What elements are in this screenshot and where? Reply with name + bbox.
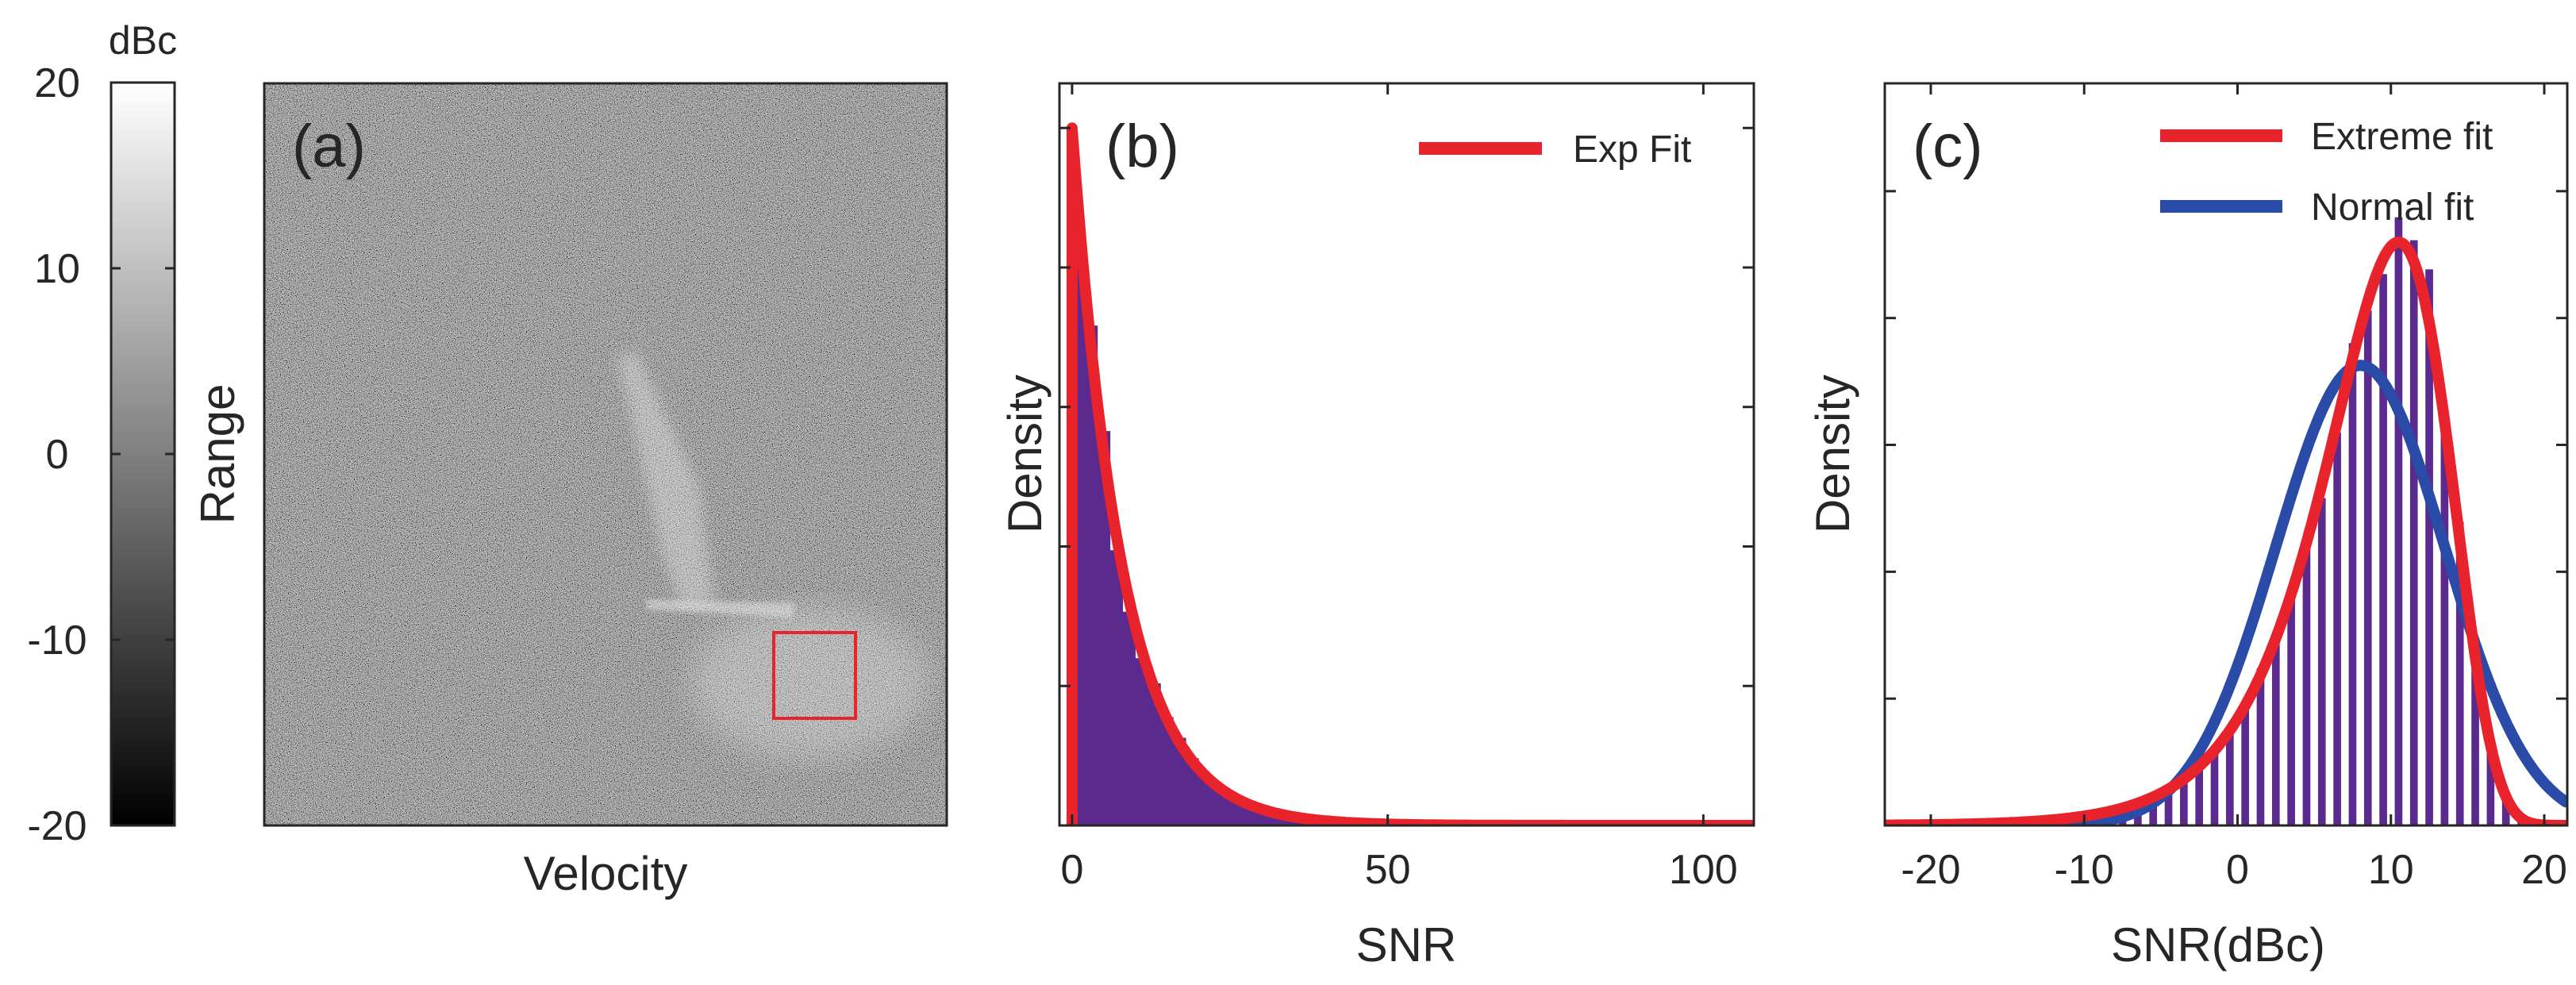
panel-a-label: (a)	[292, 113, 366, 180]
panel-b: 0 50 100 (b) SNR Density Exp Fit	[998, 82, 1755, 972]
histogram-bar	[1186, 758, 1199, 825]
colorbar-tick-label: -20	[27, 803, 87, 849]
panel-b-exp-fit-curve	[1066, 122, 1754, 825]
histogram-bar	[2455, 521, 2464, 825]
panel-b-frame	[1058, 82, 1755, 827]
x-tick-label: 0	[1060, 847, 1083, 893]
histogram-bar	[2149, 797, 2158, 825]
panel-b-ylabel: Density	[998, 375, 1052, 533]
panel-a: (a) Velocity Range	[191, 82, 948, 900]
histogram-bar	[2409, 240, 2418, 825]
panel-c: -20 -10 0 10 20 (c) SNR(dBc) Density Extreme…	[1806, 82, 2569, 972]
histogram-bar	[2287, 595, 2295, 825]
histogram-bar	[2256, 668, 2265, 825]
colorbar-unit-label: dBc	[109, 18, 177, 63]
panel-c-ylabel: Density	[1806, 375, 1859, 533]
histogram-bar	[2164, 787, 2173, 825]
legend-label-extreme-fit: Extreme fit	[2311, 116, 2493, 158]
histogram-bar	[2195, 764, 2204, 825]
panel-b-legend: Exp Fit	[1419, 129, 1691, 171]
histogram-bar	[1160, 717, 1174, 825]
panel-c-legend: Extreme fit Normal fit	[2160, 116, 2493, 229]
histogram-bar	[1173, 737, 1186, 825]
histogram-bar	[2271, 638, 2280, 825]
histogram-bar	[1198, 775, 1212, 825]
panel-c-xlabel: SNR(dBc)	[2111, 918, 2325, 972]
panel-c-extreme-fit-curve	[1885, 237, 2567, 825]
histogram-bar	[2226, 729, 2234, 825]
colorbar: dBc 20 10 0 -10 -20	[27, 18, 177, 849]
histogram-bar	[2394, 217, 2403, 825]
colorbar-gradient	[110, 81, 176, 827]
histogram-bar	[2180, 777, 2188, 825]
panel-c-frame	[1883, 82, 2569, 827]
legend-label-normal-fit: Normal fit	[2311, 187, 2474, 229]
histogram-bar	[2348, 343, 2357, 825]
x-tick-label: 10	[2368, 847, 2414, 893]
histogram-bar	[2425, 269, 2433, 825]
histogram-bar	[1122, 611, 1136, 825]
x-tick-label: -20	[1901, 847, 1960, 893]
histogram-bar	[1084, 325, 1098, 825]
panel-b-label: (b)	[1105, 113, 1179, 180]
x-tick-label: 20	[2521, 847, 2567, 893]
histogram-bar	[1210, 787, 1225, 825]
histogram-bar	[1135, 658, 1148, 825]
panel-a-xlabel: Velocity	[524, 847, 688, 900]
panel-a-ylabel: Range	[191, 384, 244, 525]
colorbar-tick-label: -10	[27, 618, 87, 664]
panel-b-ticks: 0 50 100	[1059, 83, 1754, 893]
histogram-bar	[2363, 310, 2372, 825]
highlight-box	[772, 631, 857, 720]
panel-c-ticks: -20 -10 0 10 20	[1885, 83, 2567, 893]
histogram-bar	[2333, 432, 2341, 825]
histogram-bar	[2302, 543, 2311, 825]
colorbar-tick-label: 0	[46, 432, 69, 478]
heatmap-noise-overlay	[264, 83, 947, 825]
histogram-bar	[2440, 417, 2449, 825]
histogram-bar	[1148, 683, 1161, 825]
histogram-bar	[2486, 744, 2495, 825]
panel-b-histogram	[1071, 238, 1439, 825]
x-tick-label: 0	[2226, 847, 2249, 893]
histogram-bar	[2501, 793, 2510, 825]
histogram-bar	[1109, 550, 1124, 825]
colorbar-ticks: 20 10 0 -10 -20	[27, 60, 175, 849]
histogram-bar	[2210, 751, 2219, 825]
panel-c-label: (c)	[1913, 113, 1983, 180]
x-tick-label: -10	[2055, 847, 2114, 893]
panel-b-xlabel: SNR	[1356, 918, 1457, 972]
histogram-bar	[2241, 703, 2249, 825]
heatmap-frame	[263, 82, 948, 827]
colorbar-tick-label: 20	[34, 60, 80, 106]
colorbar-tick-label: 10	[34, 246, 80, 292]
x-tick-label: 100	[1669, 847, 1738, 893]
histogram-bar	[2471, 642, 2479, 825]
legend-label-exp-fit: Exp Fit	[1573, 129, 1691, 171]
histogram-bar	[2379, 274, 2387, 825]
heatmap-image	[264, 83, 947, 825]
histogram-bar	[1097, 431, 1111, 825]
x-tick-label: 50	[1365, 847, 1411, 893]
panel-c-histogram	[1919, 217, 2541, 825]
histogram-bar	[2317, 498, 2326, 825]
